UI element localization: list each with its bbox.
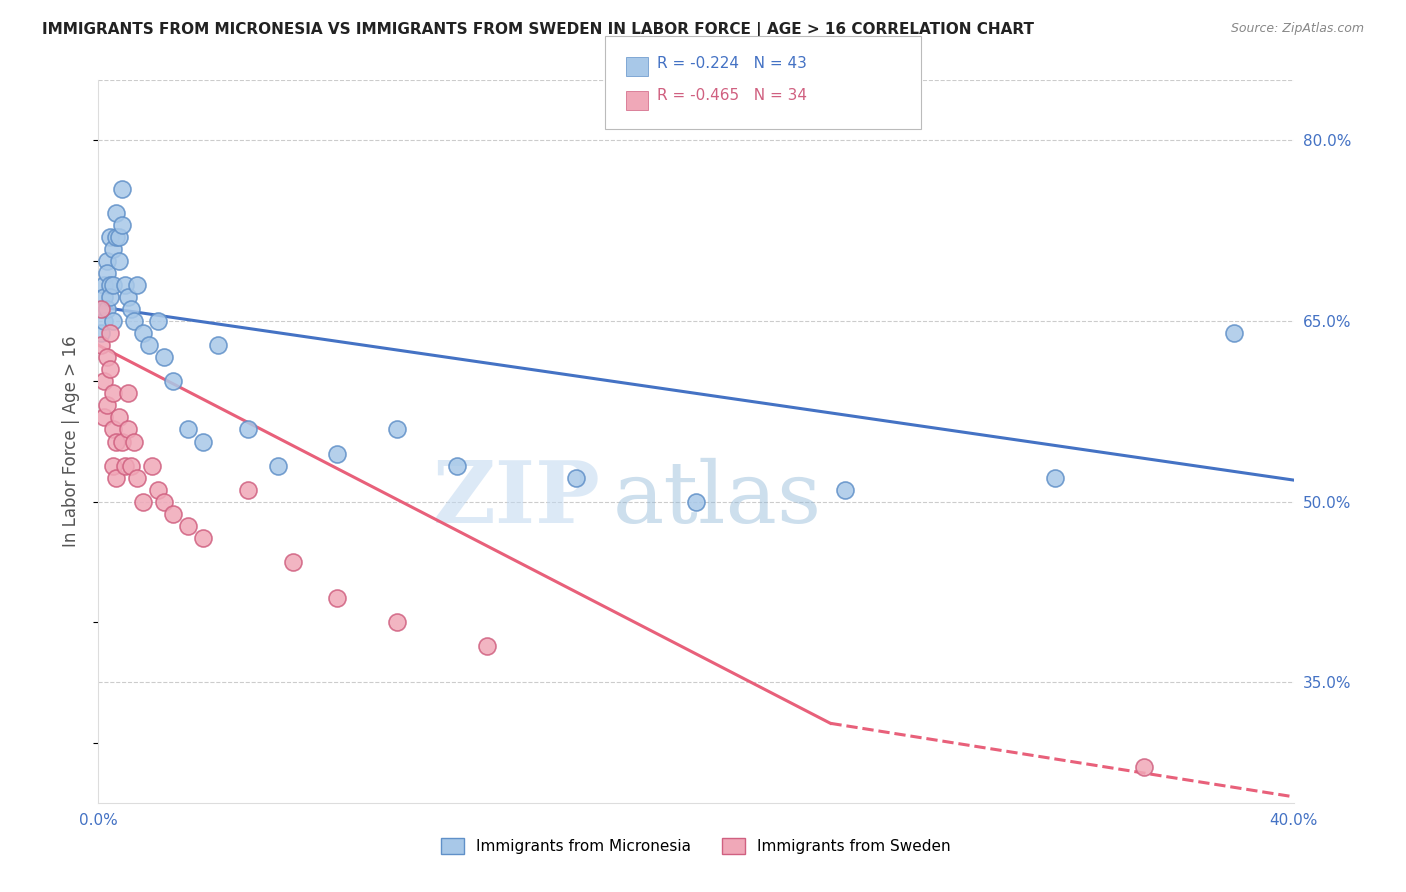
Point <box>191 531 214 545</box>
Point <box>326 446 349 460</box>
Point <box>108 410 131 425</box>
Point <box>153 350 176 364</box>
Point <box>132 494 155 508</box>
Y-axis label: In Labor Force | Age > 16: In Labor Force | Age > 16 <box>62 335 80 548</box>
Point <box>385 422 409 436</box>
Point <box>105 434 128 449</box>
Point <box>148 314 170 328</box>
Point <box>475 639 498 653</box>
Point <box>127 277 149 292</box>
Point <box>1043 470 1066 484</box>
Point <box>385 615 409 630</box>
Point <box>117 290 139 304</box>
Text: R = -0.465   N = 34: R = -0.465 N = 34 <box>657 88 807 103</box>
Point <box>103 314 125 328</box>
Point <box>105 230 128 244</box>
Point <box>565 470 588 484</box>
Point <box>98 230 122 244</box>
Point <box>148 483 170 497</box>
Point <box>98 290 122 304</box>
Text: atlas: atlas <box>613 458 821 541</box>
Text: Source: ZipAtlas.com: Source: ZipAtlas.com <box>1230 22 1364 36</box>
Point <box>191 434 214 449</box>
Point <box>124 314 146 328</box>
Point <box>114 277 136 292</box>
Point <box>111 181 134 195</box>
Text: IMMIGRANTS FROM MICRONESIA VS IMMIGRANTS FROM SWEDEN IN LABOR FORCE | AGE > 16 C: IMMIGRANTS FROM MICRONESIA VS IMMIGRANTS… <box>42 22 1035 38</box>
Point <box>96 266 118 280</box>
Point <box>236 483 259 497</box>
Point <box>103 277 125 292</box>
Point <box>114 458 136 473</box>
Point <box>96 350 118 364</box>
Point <box>141 458 163 473</box>
Text: R = -0.224   N = 43: R = -0.224 N = 43 <box>657 56 807 70</box>
Point <box>162 507 184 521</box>
Point <box>132 326 155 340</box>
Point <box>120 301 142 317</box>
Point <box>162 375 184 389</box>
Point <box>117 386 139 401</box>
Point <box>177 519 200 533</box>
Point <box>96 253 118 268</box>
Point <box>103 458 125 473</box>
Point <box>111 434 134 449</box>
Point <box>103 242 125 256</box>
Point <box>98 277 122 292</box>
Point <box>281 555 304 569</box>
Point <box>834 483 856 497</box>
Point <box>96 301 118 317</box>
Legend: Immigrants from Micronesia, Immigrants from Sweden: Immigrants from Micronesia, Immigrants f… <box>434 832 957 860</box>
Point <box>117 422 139 436</box>
Point <box>90 301 112 317</box>
Point <box>103 422 125 436</box>
Point <box>103 386 125 401</box>
Point <box>127 470 149 484</box>
Point <box>90 326 112 340</box>
Point <box>90 301 112 317</box>
Point <box>98 362 122 376</box>
Point <box>93 290 115 304</box>
Point <box>153 494 176 508</box>
Text: ZIP: ZIP <box>433 458 600 541</box>
Point <box>207 338 229 352</box>
Point <box>446 458 468 473</box>
Point <box>1223 326 1246 340</box>
Point <box>108 230 131 244</box>
Point <box>96 398 118 412</box>
Point <box>111 218 134 232</box>
Point <box>105 205 128 219</box>
Point <box>98 326 122 340</box>
Point <box>124 434 146 449</box>
Point <box>1133 759 1156 773</box>
Point <box>108 253 131 268</box>
Point <box>105 470 128 484</box>
Point <box>236 422 259 436</box>
Point <box>93 375 115 389</box>
Point <box>93 410 115 425</box>
Point <box>685 494 707 508</box>
Point <box>177 422 200 436</box>
Point <box>267 458 290 473</box>
Point <box>138 338 160 352</box>
Point <box>326 591 349 605</box>
Point <box>90 338 112 352</box>
Point <box>93 314 115 328</box>
Point <box>120 458 142 473</box>
Point <box>93 277 115 292</box>
